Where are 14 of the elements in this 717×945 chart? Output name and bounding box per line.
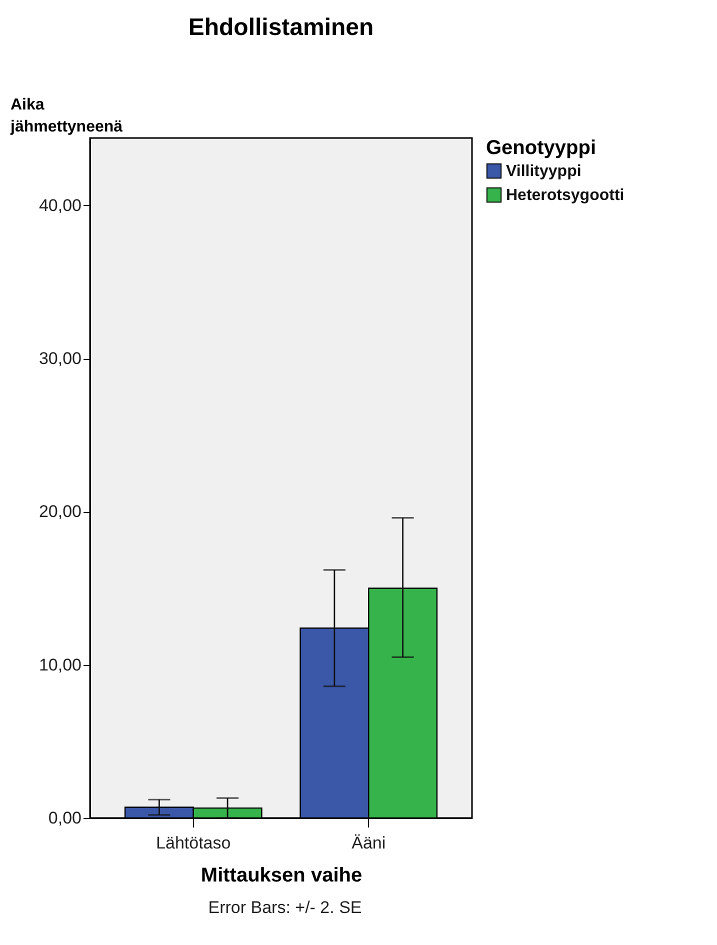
y-tick-label: 0,00 xyxy=(48,808,82,828)
legend-title: Genotyyppi xyxy=(486,137,596,159)
x-tick-label: Lähtötaso xyxy=(156,834,231,852)
legend-label: Villityyppi xyxy=(506,163,582,180)
y-tick-label: 10,00 xyxy=(38,655,82,674)
y-tick-label: 40,00 xyxy=(38,196,82,215)
text: Error Bars: +/- 2. SE xyxy=(207,898,363,918)
x-tick-label: Ääni xyxy=(352,834,386,852)
x-axis-title: Mittauksen vaihe xyxy=(200,864,362,886)
y-tick-label: 30,00 xyxy=(38,349,82,368)
y-axis-title: Aika jähmettyneenä xyxy=(10,96,123,136)
y-tick-label: 20,00 xyxy=(38,502,82,522)
legend-label: Heterotsygootti xyxy=(506,187,624,204)
chart-title: Ehdollistaminen xyxy=(188,14,374,41)
